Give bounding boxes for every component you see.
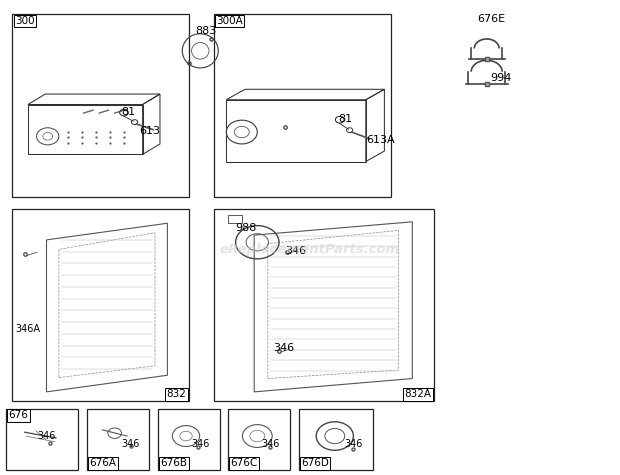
Text: 346A: 346A: [16, 323, 40, 334]
Text: 346: 346: [37, 431, 56, 441]
Text: 81: 81: [121, 106, 135, 117]
Text: 346: 346: [285, 246, 306, 256]
Text: 832: 832: [167, 390, 187, 399]
Text: 832A: 832A: [404, 390, 432, 399]
Text: eReplacementParts.com: eReplacementParts.com: [220, 243, 400, 256]
Bar: [299, 408, 373, 470]
Text: 346: 346: [273, 342, 294, 353]
Bar: [214, 14, 391, 197]
Text: 676C: 676C: [231, 458, 258, 468]
Bar: [12, 14, 189, 197]
Text: 994: 994: [490, 73, 511, 84]
Text: 676D: 676D: [301, 458, 329, 468]
Text: 346: 346: [345, 439, 363, 449]
Text: 613: 613: [140, 125, 161, 136]
Bar: [12, 209, 189, 401]
Text: 346: 346: [262, 439, 280, 449]
Bar: [6, 408, 78, 470]
Text: 346: 346: [191, 439, 210, 449]
Text: 676: 676: [9, 410, 29, 420]
Text: 613A: 613A: [366, 134, 394, 145]
Bar: [87, 408, 149, 470]
Bar: [228, 408, 290, 470]
Text: 346: 346: [122, 439, 140, 449]
Text: 676A: 676A: [89, 458, 117, 468]
Text: 300: 300: [15, 16, 35, 26]
Text: 300A: 300A: [216, 16, 243, 26]
Bar: [158, 408, 220, 470]
Text: 883: 883: [195, 26, 216, 36]
Text: 676B: 676B: [161, 458, 188, 468]
Text: 988: 988: [236, 223, 257, 233]
Text: 81: 81: [338, 114, 352, 124]
Bar: [214, 209, 434, 401]
Text: 676E: 676E: [477, 14, 505, 24]
